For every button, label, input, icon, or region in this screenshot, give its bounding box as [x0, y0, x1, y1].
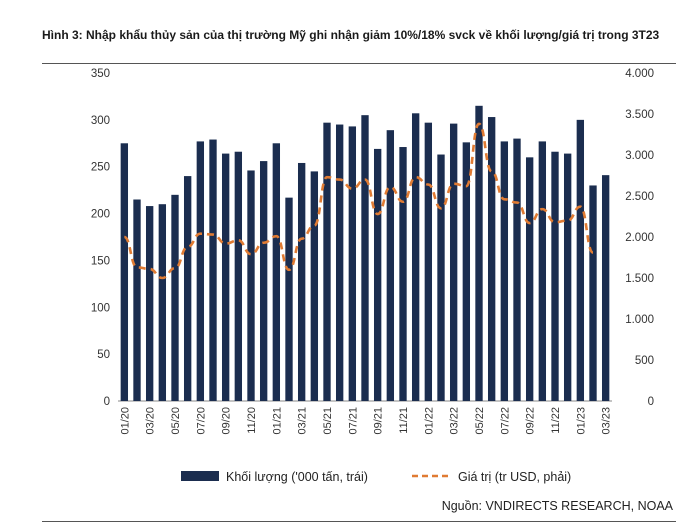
x-tick-label: 03/20	[145, 407, 157, 435]
bar-12/20	[259, 161, 268, 401]
bar-08/22	[513, 138, 521, 401]
x-tick-label: 11/20	[246, 407, 258, 434]
source-note: Nguồn: VNDIRECTS RESEARCH, NOAA	[441, 499, 673, 513]
right-tick-label: 2.500	[625, 191, 654, 203]
bar-04/21	[310, 171, 319, 401]
x-tick-label: 07/21	[347, 407, 359, 435]
x-tick-label: 09/20	[221, 407, 233, 435]
bar-08/21	[361, 115, 369, 402]
bar-11/22	[551, 151, 559, 401]
top-divider	[42, 63, 676, 64]
left-tick-label: 150	[91, 255, 110, 267]
x-tick-label: 09/21	[373, 407, 385, 435]
bar-04/20	[158, 204, 167, 401]
x-tick-label: 03/21	[297, 407, 309, 435]
bar-04/22	[462, 142, 471, 401]
x-tick-label: 11/22	[550, 407, 562, 434]
left-tick-label: 0	[104, 396, 110, 408]
bar-05/20	[171, 194, 179, 401]
right-tick-label: 500	[635, 355, 654, 367]
bar-10/21	[386, 130, 395, 402]
left-tick-label: 250	[91, 162, 110, 174]
bar-12/21	[411, 113, 420, 402]
bar-09/20	[221, 153, 230, 401]
bar-01/22	[424, 122, 433, 402]
value-line	[123, 122, 595, 280]
bar-10/20	[234, 151, 243, 401]
bar-03/22	[449, 123, 458, 402]
bar-06/20	[183, 176, 192, 401]
bar-07/22	[500, 141, 509, 401]
chart-title: Hình 3: Nhập khẩu thủy sản của thị trườn…	[42, 28, 660, 42]
x-tick-label: 07/20	[195, 407, 207, 435]
x-tick-label: 03/23	[601, 407, 613, 435]
right-tick-label: 4.000	[625, 68, 654, 80]
bar-12/22	[563, 153, 572, 401]
right-tick-label: 2.000	[625, 232, 654, 244]
right-axis-ticks: 0 500 1.000 1.500 2.000 2.500 3.000 3.500 4.000	[625, 68, 654, 408]
bar-03/20	[145, 206, 154, 401]
bar-02/21	[285, 197, 293, 401]
bar-01/20	[120, 143, 129, 402]
x-axis-ticks: 01/20 03/20 05/20 07/20 09/20 11/20 01/21 03/21…	[119, 407, 612, 435]
right-tick-label: 1.000	[625, 314, 654, 326]
line-series	[123, 122, 595, 280]
x-tick-label: 07/22	[499, 407, 511, 435]
bar-05/22	[475, 105, 483, 402]
bar-02/23	[589, 185, 597, 401]
bar-07/20	[196, 141, 205, 401]
right-tick-label: 3.500	[625, 109, 654, 121]
bar-06/22	[487, 117, 496, 402]
legend: Khối lượng ('000 tấn, trái) Giá trị (tr …	[181, 470, 571, 484]
bottom-divider	[42, 521, 676, 522]
left-tick-label: 300	[91, 115, 110, 127]
bar-01/23	[576, 119, 585, 402]
left-tick-label: 50	[97, 349, 110, 361]
left-tick-label: 200	[91, 209, 110, 221]
left-tick-label: 100	[91, 302, 110, 314]
bar-10/22	[538, 141, 547, 401]
bar-03/21	[297, 162, 306, 401]
legend-bar-swatch	[181, 471, 219, 481]
x-tick-label: 01/20	[119, 407, 131, 435]
bar-02/20	[133, 199, 141, 401]
x-tick-label: 01/22	[423, 407, 435, 435]
x-tick-label: 09/22	[525, 407, 537, 435]
left-axis-ticks: 0 50 100 150 200 250 300 350	[91, 68, 110, 408]
bar-03/23	[601, 175, 610, 401]
bar-01/21	[272, 143, 281, 402]
legend-bar-label: Khối lượng ('000 tấn, trái)	[226, 470, 368, 484]
right-tick-label: 0	[648, 396, 654, 408]
bar-06/21	[335, 124, 344, 401]
x-tick-label: 01/21	[271, 407, 283, 435]
bar-09/21	[373, 148, 382, 401]
bar-07/21	[348, 126, 357, 402]
bar-05/21	[323, 122, 331, 402]
bar-02/22	[437, 154, 445, 401]
bar-11/21	[399, 147, 407, 401]
bar-08/20	[209, 139, 217, 402]
x-tick-label: 05/21	[322, 407, 334, 435]
x-tick-label: 11/21	[398, 407, 410, 434]
bar-series	[120, 105, 610, 402]
bar-09/22	[525, 157, 534, 401]
x-tick-label: 03/22	[449, 407, 461, 435]
x-tick-label: 05/22	[474, 407, 486, 435]
left-tick-label: 350	[91, 68, 110, 80]
legend-line-label: Giá trị (tr USD, phải)	[458, 470, 571, 484]
x-tick-label: 01/23	[575, 407, 587, 435]
right-tick-label: 3.000	[625, 150, 654, 162]
right-tick-label: 1.500	[625, 273, 654, 285]
bar-11/20	[247, 170, 255, 401]
x-tick-label: 05/20	[170, 407, 182, 435]
